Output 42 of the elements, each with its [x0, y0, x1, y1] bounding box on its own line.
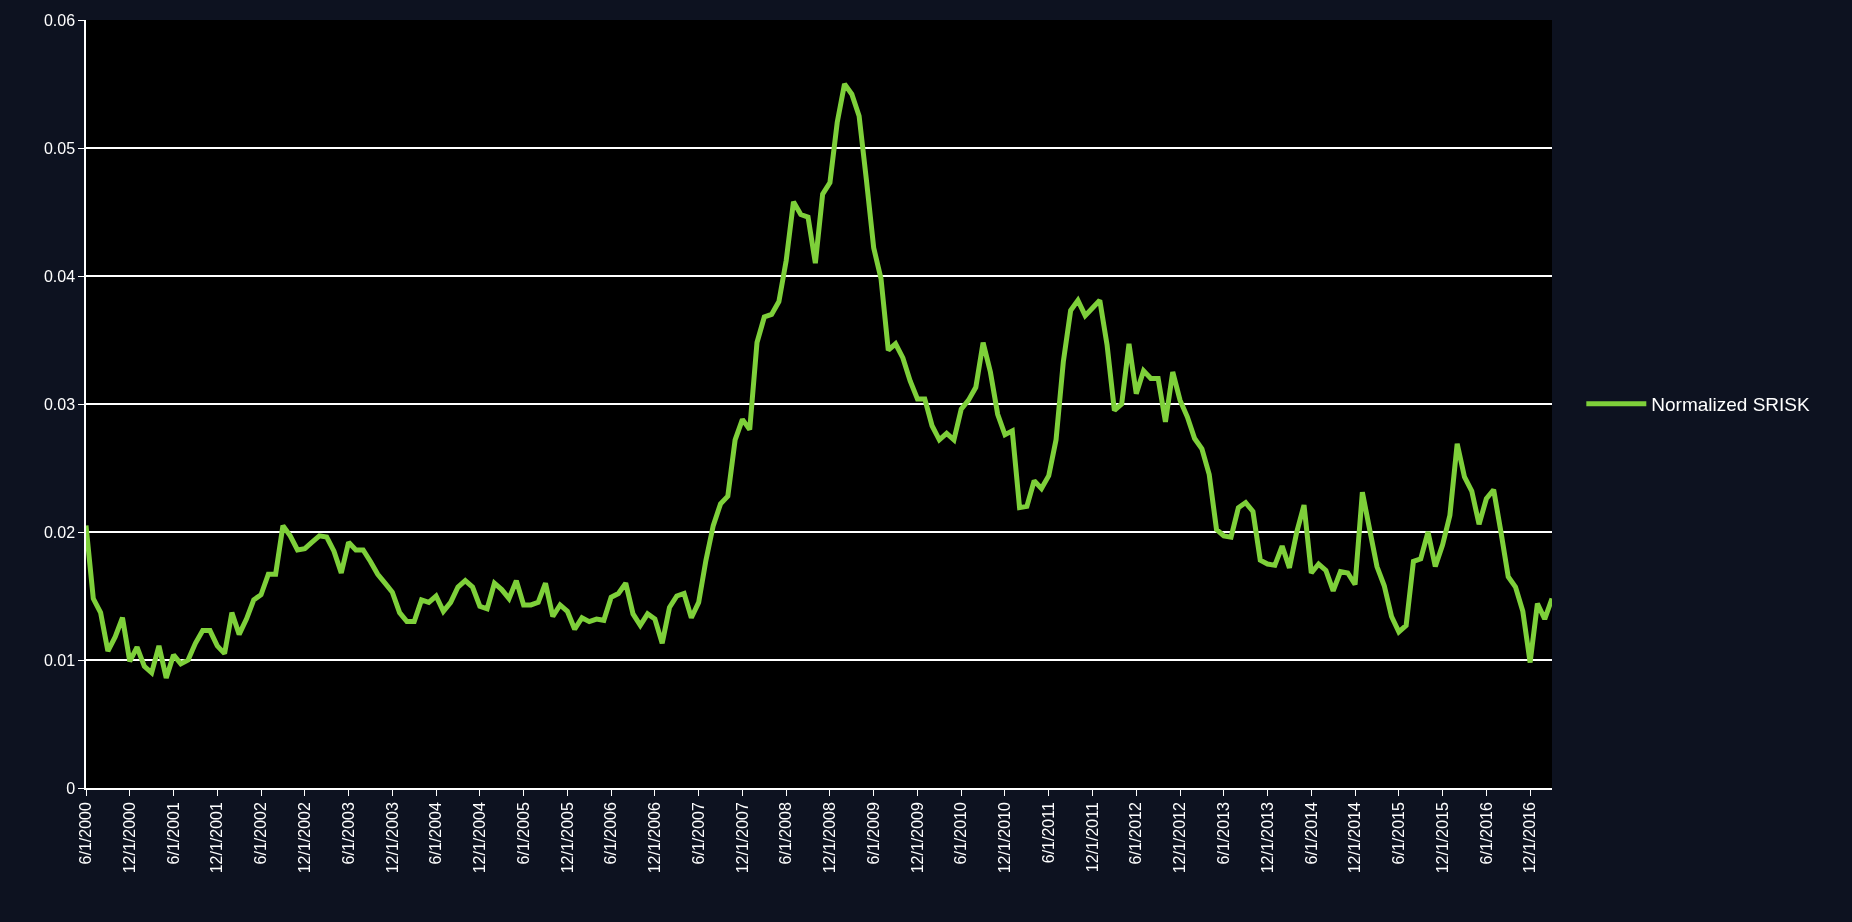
y-tick-label: 0.06 — [43, 11, 76, 29]
x-tick-label: 6/1/2011 — [1039, 802, 1057, 864]
x-tick-label: 6/1/2008 — [777, 802, 795, 865]
x-tick-label: 12/1/2009 — [908, 802, 926, 874]
x-tick-label: 12/1/2015 — [1433, 802, 1451, 874]
x-tick-label: 12/1/2003 — [383, 802, 401, 874]
y-tick-label: 0.05 — [43, 139, 76, 157]
y-tick-label: 0 — [66, 779, 76, 797]
x-tick-label: 12/1/2008 — [821, 802, 839, 874]
x-tick-label: 12/1/2012 — [1171, 802, 1189, 874]
x-tick-label: 6/1/2016 — [1477, 802, 1495, 865]
y-tick-label: 0.03 — [43, 395, 76, 413]
x-tick-label: 6/1/2010 — [952, 802, 970, 865]
x-tick-label: 6/1/2000 — [77, 802, 95, 865]
x-tick-label: 6/1/2005 — [514, 802, 532, 865]
x-tick-label: 12/1/2014 — [1346, 802, 1364, 874]
x-tick-label: 6/1/2013 — [1214, 802, 1232, 865]
x-tick-label: 12/1/2002 — [296, 802, 314, 874]
x-tick-label: 6/1/2002 — [252, 802, 270, 865]
x-tick-label: 12/1/2005 — [558, 802, 576, 874]
x-tick-label: 6/1/2006 — [602, 802, 620, 865]
x-tick-label: 12/1/2001 — [208, 802, 226, 874]
x-tick-label: 12/1/2006 — [646, 802, 664, 874]
y-tick-label: 0.01 — [43, 651, 76, 669]
x-tick-label: 6/1/2007 — [689, 802, 707, 865]
x-tick-label: 12/1/2004 — [471, 802, 489, 874]
x-tick-label: 6/1/2004 — [427, 802, 445, 865]
x-tick-label: 6/1/2014 — [1302, 802, 1320, 865]
x-tick-label: 12/1/2016 — [1521, 802, 1539, 874]
x-tick-label: 6/1/2001 — [164, 802, 182, 865]
x-tick-label: 6/1/2015 — [1390, 802, 1408, 865]
x-tick-label: 6/1/2009 — [864, 802, 882, 865]
x-tick-label: 12/1/2000 — [120, 802, 138, 874]
x-tick-label: 12/1/2011 — [1083, 802, 1101, 873]
x-tick-label: 6/1/2012 — [1127, 802, 1145, 865]
x-tick-label: 12/1/2013 — [1258, 802, 1276, 874]
x-tick-label: 6/1/2003 — [339, 802, 357, 865]
x-tick-label: 12/1/2007 — [733, 802, 751, 874]
y-tick-label: 0.04 — [43, 267, 76, 285]
x-tick-label: 12/1/2010 — [996, 802, 1014, 874]
y-tick-label: 0.02 — [43, 523, 76, 541]
legend-label: Normalized SRISK — [1651, 394, 1811, 416]
